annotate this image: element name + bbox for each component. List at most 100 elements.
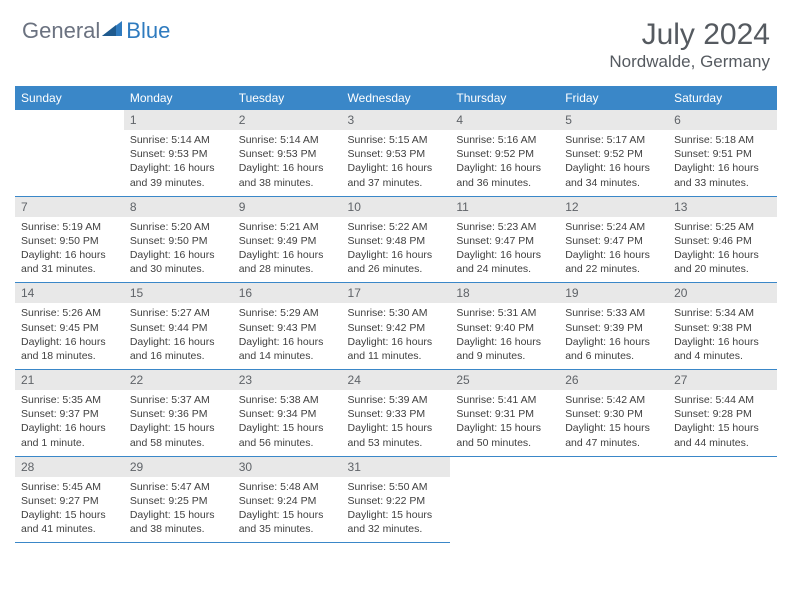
- weekday-header-row: SundayMondayTuesdayWednesdayThursdayFrid…: [15, 86, 777, 110]
- day-content-cell: Sunrise: 5:33 AMSunset: 9:39 PMDaylight:…: [559, 303, 668, 369]
- day-number-cell: 19: [559, 283, 668, 304]
- sunset-text: Sunset: 9:24 PM: [239, 494, 336, 508]
- sunset-text: Sunset: 9:33 PM: [348, 407, 445, 421]
- daylight-text: Daylight: 15 hours and 47 minutes.: [565, 421, 662, 449]
- sunrise-text: Sunrise: 5:29 AM: [239, 306, 336, 320]
- location: Nordwalde, Germany: [609, 52, 770, 72]
- sunrise-text: Sunrise: 5:20 AM: [130, 220, 227, 234]
- day-content-cell: Sunrise: 5:48 AMSunset: 9:24 PMDaylight:…: [233, 477, 342, 543]
- day-content-row: Sunrise: 5:26 AMSunset: 9:45 PMDaylight:…: [15, 303, 777, 369]
- day-number-cell: 16: [233, 283, 342, 304]
- day-content-cell: Sunrise: 5:20 AMSunset: 9:50 PMDaylight:…: [124, 217, 233, 283]
- sunrise-text: Sunrise: 5:27 AM: [130, 306, 227, 320]
- day-content-cell: [559, 477, 668, 543]
- daylight-text: Daylight: 15 hours and 35 minutes.: [239, 508, 336, 536]
- day-content-cell: Sunrise: 5:27 AMSunset: 9:44 PMDaylight:…: [124, 303, 233, 369]
- day-number-cell: 3: [342, 110, 451, 130]
- daylight-text: Daylight: 15 hours and 50 minutes.: [456, 421, 553, 449]
- sunset-text: Sunset: 9:45 PM: [21, 321, 118, 335]
- sunrise-text: Sunrise: 5:37 AM: [130, 393, 227, 407]
- sunrise-text: Sunrise: 5:35 AM: [21, 393, 118, 407]
- daylight-text: Daylight: 16 hours and 20 minutes.: [674, 248, 771, 276]
- weekday-header: Saturday: [668, 86, 777, 110]
- daylight-text: Daylight: 16 hours and 22 minutes.: [565, 248, 662, 276]
- sunset-text: Sunset: 9:53 PM: [348, 147, 445, 161]
- day-number-cell: 12: [559, 196, 668, 217]
- daylight-text: Daylight: 15 hours and 56 minutes.: [239, 421, 336, 449]
- day-content-cell: Sunrise: 5:19 AMSunset: 9:50 PMDaylight:…: [15, 217, 124, 283]
- daylight-text: Daylight: 16 hours and 26 minutes.: [348, 248, 445, 276]
- sunset-text: Sunset: 9:30 PM: [565, 407, 662, 421]
- day-number-cell: 6: [668, 110, 777, 130]
- daylight-text: Daylight: 15 hours and 41 minutes.: [21, 508, 118, 536]
- day-content-cell: [450, 477, 559, 543]
- sunrise-text: Sunrise: 5:19 AM: [21, 220, 118, 234]
- day-number-cell: 26: [559, 370, 668, 391]
- sunset-text: Sunset: 9:28 PM: [674, 407, 771, 421]
- daylight-text: Daylight: 15 hours and 44 minutes.: [674, 421, 771, 449]
- daylight-text: Daylight: 16 hours and 34 minutes.: [565, 161, 662, 189]
- logo-text-blue: Blue: [126, 18, 170, 44]
- logo: General Blue: [22, 18, 170, 44]
- day-number-cell: 27: [668, 370, 777, 391]
- day-content-cell: Sunrise: 5:17 AMSunset: 9:52 PMDaylight:…: [559, 130, 668, 196]
- sunset-text: Sunset: 9:53 PM: [239, 147, 336, 161]
- daylight-text: Daylight: 16 hours and 37 minutes.: [348, 161, 445, 189]
- daylight-text: Daylight: 16 hours and 9 minutes.: [456, 335, 553, 363]
- day-number-row: 21222324252627: [15, 370, 777, 391]
- day-number-cell: 20: [668, 283, 777, 304]
- sunset-text: Sunset: 9:48 PM: [348, 234, 445, 248]
- daylight-text: Daylight: 15 hours and 53 minutes.: [348, 421, 445, 449]
- day-number-cell: 24: [342, 370, 451, 391]
- sunrise-text: Sunrise: 5:15 AM: [348, 133, 445, 147]
- daylight-text: Daylight: 16 hours and 16 minutes.: [130, 335, 227, 363]
- sunrise-text: Sunrise: 5:47 AM: [130, 480, 227, 494]
- sunset-text: Sunset: 9:27 PM: [21, 494, 118, 508]
- day-number-cell: 17: [342, 283, 451, 304]
- daylight-text: Daylight: 16 hours and 28 minutes.: [239, 248, 336, 276]
- day-number-cell: 1: [124, 110, 233, 130]
- sunset-text: Sunset: 9:38 PM: [674, 321, 771, 335]
- daylight-text: Daylight: 16 hours and 36 minutes.: [456, 161, 553, 189]
- day-content-row: Sunrise: 5:14 AMSunset: 9:53 PMDaylight:…: [15, 130, 777, 196]
- sunrise-text: Sunrise: 5:48 AM: [239, 480, 336, 494]
- day-number-cell: 28: [15, 456, 124, 477]
- sunrise-text: Sunrise: 5:34 AM: [674, 306, 771, 320]
- sunset-text: Sunset: 9:47 PM: [565, 234, 662, 248]
- day-content-cell: Sunrise: 5:50 AMSunset: 9:22 PMDaylight:…: [342, 477, 451, 543]
- sunset-text: Sunset: 9:37 PM: [21, 407, 118, 421]
- day-content-cell: Sunrise: 5:15 AMSunset: 9:53 PMDaylight:…: [342, 130, 451, 196]
- day-content-cell: Sunrise: 5:22 AMSunset: 9:48 PMDaylight:…: [342, 217, 451, 283]
- calendar-table: SundayMondayTuesdayWednesdayThursdayFrid…: [15, 86, 777, 543]
- day-content-cell: Sunrise: 5:41 AMSunset: 9:31 PMDaylight:…: [450, 390, 559, 456]
- day-content-cell: Sunrise: 5:34 AMSunset: 9:38 PMDaylight:…: [668, 303, 777, 369]
- sunset-text: Sunset: 9:51 PM: [674, 147, 771, 161]
- logo-triangle-icon: [102, 20, 124, 43]
- day-content-row: Sunrise: 5:45 AMSunset: 9:27 PMDaylight:…: [15, 477, 777, 543]
- daylight-text: Daylight: 16 hours and 30 minutes.: [130, 248, 227, 276]
- sunrise-text: Sunrise: 5:23 AM: [456, 220, 553, 234]
- sunset-text: Sunset: 9:39 PM: [565, 321, 662, 335]
- month-title: July 2024: [609, 18, 770, 52]
- sunrise-text: Sunrise: 5:31 AM: [456, 306, 553, 320]
- day-number-row: 123456: [15, 110, 777, 130]
- day-number-row: 14151617181920: [15, 283, 777, 304]
- header: General Blue July 2024 Nordwalde, German…: [0, 0, 792, 80]
- sunset-text: Sunset: 9:44 PM: [130, 321, 227, 335]
- day-content-cell: Sunrise: 5:18 AMSunset: 9:51 PMDaylight:…: [668, 130, 777, 196]
- day-number-cell: [559, 456, 668, 477]
- sunrise-text: Sunrise: 5:25 AM: [674, 220, 771, 234]
- sunset-text: Sunset: 9:52 PM: [456, 147, 553, 161]
- daylight-text: Daylight: 16 hours and 24 minutes.: [456, 248, 553, 276]
- day-content-cell: Sunrise: 5:29 AMSunset: 9:43 PMDaylight:…: [233, 303, 342, 369]
- day-content-cell: [15, 130, 124, 196]
- day-content-cell: Sunrise: 5:14 AMSunset: 9:53 PMDaylight:…: [124, 130, 233, 196]
- daylight-text: Daylight: 15 hours and 38 minutes.: [130, 508, 227, 536]
- daylight-text: Daylight: 16 hours and 14 minutes.: [239, 335, 336, 363]
- sunset-text: Sunset: 9:52 PM: [565, 147, 662, 161]
- day-content-cell: Sunrise: 5:39 AMSunset: 9:33 PMDaylight:…: [342, 390, 451, 456]
- day-number-cell: [450, 456, 559, 477]
- sunset-text: Sunset: 9:42 PM: [348, 321, 445, 335]
- daylight-text: Daylight: 16 hours and 11 minutes.: [348, 335, 445, 363]
- weekday-header: Thursday: [450, 86, 559, 110]
